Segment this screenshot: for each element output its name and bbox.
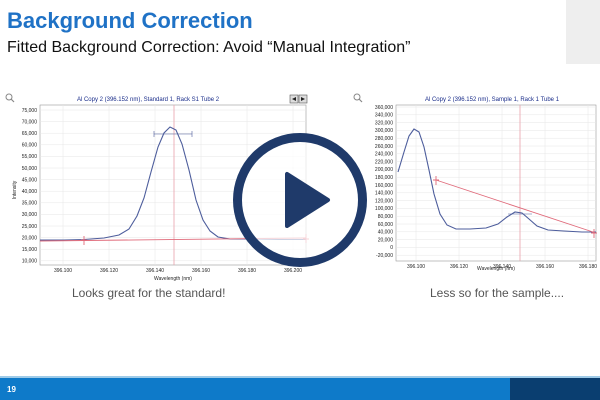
sample-spectrum-panel: Al Copy 2 (396.152 nm), Sample 1, Rack 1… <box>352 92 600 284</box>
x-axis-label: Wavelength (nm) <box>154 276 192 282</box>
y-tick-label: 300,000 <box>375 128 393 134</box>
sample-spectrum-curve <box>397 128 596 233</box>
y-tick-label: 220,000 <box>375 159 393 165</box>
y-tick-label: 340,000 <box>375 113 393 119</box>
y-tick-label: 20,000 <box>378 237 394 243</box>
x-axis-label: Wavelength (nm) <box>477 266 515 272</box>
y-tick-label: 70,000 <box>22 119 38 125</box>
sample-spectrum-chart: Al Copy 2 (396.152 nm), Sample 1, Rack 1… <box>353 93 597 272</box>
y-tick-label: 160,000 <box>375 183 393 189</box>
y-tick-label: 35,000 <box>22 201 38 207</box>
left-fit-anchor <box>433 176 439 185</box>
x-tick-label: 396.140 <box>493 264 511 270</box>
standard-spectrum-panel: Al Copy 2 (396.152 nm), Standard 1, Rack… <box>4 92 312 284</box>
y-tick-label: 55,000 <box>22 154 38 160</box>
x-tick-label: 396.120 <box>100 268 118 274</box>
right-fit-anchor <box>591 229 597 238</box>
footer-divider <box>0 376 600 378</box>
left-fit-anchor <box>81 236 87 245</box>
y-tick-label: 50,000 <box>22 166 38 172</box>
y-tick-label: 0 <box>390 245 393 251</box>
y-tick-label: 120,000 <box>375 198 393 204</box>
y-tick-label: 320,000 <box>375 120 393 126</box>
y-tick-label: 260,000 <box>375 144 393 150</box>
y-tick-label: 10,000 <box>22 259 38 265</box>
sample-panel-title: Al Copy 2 (396.152 nm), Sample 1, Rack 1… <box>425 97 560 103</box>
next-arrow-icon[interactable] <box>298 94 308 104</box>
y-tick-label: 180,000 <box>375 175 393 181</box>
x-tick-label: 396.100 <box>407 264 425 270</box>
x-tick-label: 396.180 <box>579 264 597 270</box>
x-tick-label: 396.200 <box>284 268 302 274</box>
y-tick-label: 100,000 <box>375 206 393 212</box>
background-fit-line <box>435 179 597 234</box>
sample-caption: Less so for the sample.... <box>430 286 565 300</box>
standard-spectrum-chart: Al Copy 2 (396.152 nm), Standard 1, Rack… <box>5 93 309 282</box>
y-tick-label: 200,000 <box>375 167 393 173</box>
footer-bar <box>0 378 600 400</box>
plot-area <box>395 104 597 262</box>
y-axis: 75,000 70,000 65,000 60,000 55,000 50,000 45,0… <box>22 108 38 265</box>
y-tick-label: 45,000 <box>22 177 38 183</box>
y-tick-label: 60,000 <box>378 222 394 228</box>
play-video-button[interactable] <box>233 133 367 267</box>
x-axis: 396.100 396.120 396.140 396.160 396.180 <box>407 264 597 270</box>
x-tick-label: 396.120 <box>450 264 468 270</box>
x-axis: 396.100 396.120 396.140 396.160 396.180 396.2… <box>54 268 302 274</box>
play-icon <box>285 172 330 228</box>
grid <box>40 105 306 265</box>
y-tick-label: 280,000 <box>375 136 393 142</box>
prev-arrow-icon[interactable] <box>289 94 299 104</box>
standard-caption: Looks great for the standard! <box>72 286 226 300</box>
slide-title: Background Correction <box>7 8 253 33</box>
grid <box>396 105 596 261</box>
page-number: 19 <box>7 385 16 394</box>
corner-decoration <box>566 0 600 64</box>
y-tick-label: 25,000 <box>22 224 38 230</box>
y-tick-label: 360,000 <box>375 105 393 111</box>
y-tick-label: 65,000 <box>22 131 38 137</box>
standard-panel-title: Al Copy 2 (396.152 nm), Standard 1, Rack… <box>77 97 220 103</box>
y-tick-label: 75,000 <box>22 108 38 114</box>
y-tick-label: 30,000 <box>22 212 38 218</box>
y-tick-label: 15,000 <box>22 247 38 253</box>
footer-accent-block <box>510 378 600 400</box>
y-tick-label: 140,000 <box>375 191 393 197</box>
y-tick-label: -20,000 <box>376 253 393 259</box>
zoom-icon-right[interactable] <box>353 93 363 103</box>
x-tick-label: 396.180 <box>238 268 256 274</box>
y-tick-label: 60,000 <box>22 143 38 149</box>
y-tick-label: 240,000 <box>375 152 393 158</box>
x-tick-label: 396.160 <box>536 264 554 270</box>
zoom-icon-left[interactable] <box>5 93 15 103</box>
standard-spectrum-curve <box>40 126 306 241</box>
x-tick-label: 396.160 <box>192 268 210 274</box>
slide-subtitle: Fitted Background Correction: Avoid “Man… <box>7 39 411 56</box>
x-tick-label: 396.100 <box>54 268 72 274</box>
y-tick-label: 80,000 <box>378 214 394 220</box>
y-axis-label: Intensity <box>12 180 18 199</box>
y-tick-label: 20,000 <box>22 235 38 241</box>
x-tick-label: 396.140 <box>146 268 164 274</box>
y-tick-label: 40,000 <box>22 189 38 195</box>
y-tick-label: 40,000 <box>378 230 394 236</box>
